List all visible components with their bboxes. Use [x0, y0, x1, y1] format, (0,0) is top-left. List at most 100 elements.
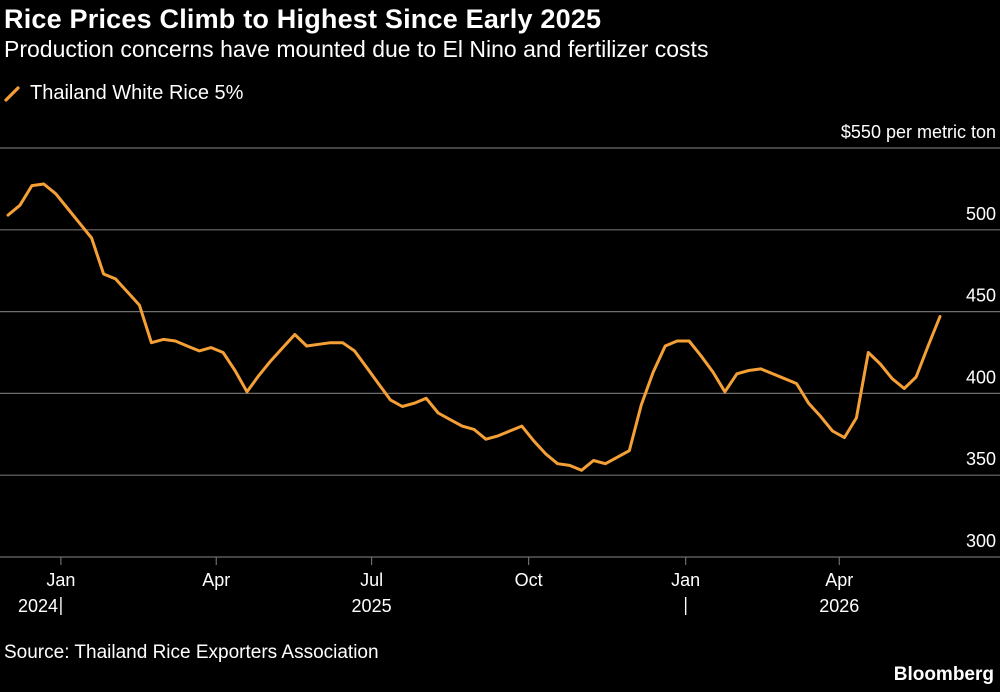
data-point: [687, 339, 691, 343]
data-point: [902, 387, 906, 390]
data-point: [269, 359, 273, 362]
data-point: [305, 344, 308, 348]
data-point: [568, 464, 571, 467]
data-point: [831, 429, 834, 433]
legend: Thailand White Rice 5%: [4, 82, 243, 105]
y-tick-label-350: 350: [966, 449, 996, 469]
data-point: [186, 344, 189, 348]
data-point: [78, 222, 81, 225]
year-label-2026: 2026: [819, 596, 859, 616]
data-point: [807, 402, 810, 405]
data-point: [174, 339, 177, 343]
data-point: [66, 207, 69, 210]
legend-series-swatch-icon: [4, 85, 20, 102]
data-point: [496, 434, 500, 438]
data-point: [389, 398, 392, 402]
data-point: [126, 290, 129, 294]
data-point: [30, 184, 34, 187]
data-point: [42, 182, 46, 186]
chart-title: Rice Prices Climb to Highest Since Early…: [4, 4, 602, 34]
data-point: [771, 372, 774, 375]
data-point: [317, 343, 320, 346]
data-point: [604, 462, 607, 465]
x-tick-label-2: Jul: [360, 570, 383, 590]
x-tick-label-1: Apr: [202, 570, 230, 590]
data-point: [209, 346, 213, 349]
data-point: [90, 236, 93, 240]
data-point: [150, 341, 153, 344]
data-point: [353, 349, 356, 353]
data-point: [54, 192, 57, 196]
data-point: [819, 415, 822, 418]
data-point: [652, 370, 655, 374]
x-tick-label-3: Oct: [515, 570, 543, 590]
data-point: [114, 277, 117, 281]
data-point: [592, 459, 595, 462]
data-point: [663, 344, 667, 348]
data-point: [675, 339, 679, 343]
data-point: [532, 439, 535, 443]
data-point: [365, 366, 368, 369]
year-label-2025: 2025: [352, 596, 392, 616]
data-point: [520, 424, 523, 428]
data-point: [293, 333, 296, 336]
data-point: [6, 213, 10, 217]
data-point: [640, 403, 643, 407]
data-point: [723, 390, 727, 393]
data-point: [257, 374, 261, 377]
data-point: [783, 377, 786, 380]
x-tick-label-4: Jan: [671, 570, 700, 590]
data-point: [413, 402, 416, 405]
data-point: [855, 416, 858, 420]
data-point: [938, 315, 942, 318]
data-point: [556, 462, 559, 465]
data-point: [879, 362, 882, 366]
data-point: [484, 438, 488, 441]
x-tick-label-5: Apr: [825, 570, 853, 590]
gridlines: [0, 147, 1000, 565]
data-point: [628, 449, 631, 452]
data-point: [281, 346, 285, 349]
data-point: [759, 367, 762, 371]
legend-series-label: Thailand White Rice 5%: [30, 82, 244, 104]
data-point: [221, 351, 225, 354]
y-tick-label-500: 500: [966, 204, 996, 224]
source-note: Source: Thailand Rice Exporters Associat…: [4, 642, 379, 663]
brand-logo: Bloomberg: [893, 664, 994, 685]
x-tick-label-0: Jan: [46, 570, 75, 590]
data-point: [197, 349, 201, 353]
data-point: [580, 469, 583, 472]
chart-subtitle: Production concerns have mounted due to …: [4, 36, 709, 62]
data-point: [245, 390, 249, 393]
data-point: [472, 428, 476, 431]
data-point: [377, 382, 380, 385]
data-point: [425, 397, 428, 400]
data-point: [616, 456, 619, 459]
data-point: [867, 351, 870, 354]
data-point: [436, 411, 440, 415]
y-tick-label-300: 300: [966, 531, 996, 551]
y-tick-label-450: 450: [966, 286, 996, 306]
data-point: [914, 375, 918, 379]
data-point: [795, 382, 798, 385]
data-point: [735, 372, 739, 375]
data-point: [843, 436, 846, 439]
series-line-0: [6, 182, 942, 472]
data-point: [926, 344, 930, 348]
data-point: [18, 204, 22, 207]
data-point: [162, 338, 165, 341]
data-point: [508, 429, 512, 433]
data-point: [544, 452, 547, 456]
data-point: [401, 405, 404, 408]
data-point: [341, 341, 344, 344]
data-point: [233, 369, 237, 372]
data-point: [747, 369, 751, 372]
y-tick-label-550: $550 per metric ton: [841, 122, 996, 142]
y-tick-label-400: 400: [966, 367, 996, 387]
data-point: [329, 341, 332, 344]
data-point: [102, 272, 105, 276]
data-point: [891, 377, 894, 380]
year-label-2024: 2024: [18, 596, 58, 616]
x-axis-labels: Jan Apr Jul Oct Jan Apr 2024 2025 2026: [18, 570, 859, 616]
